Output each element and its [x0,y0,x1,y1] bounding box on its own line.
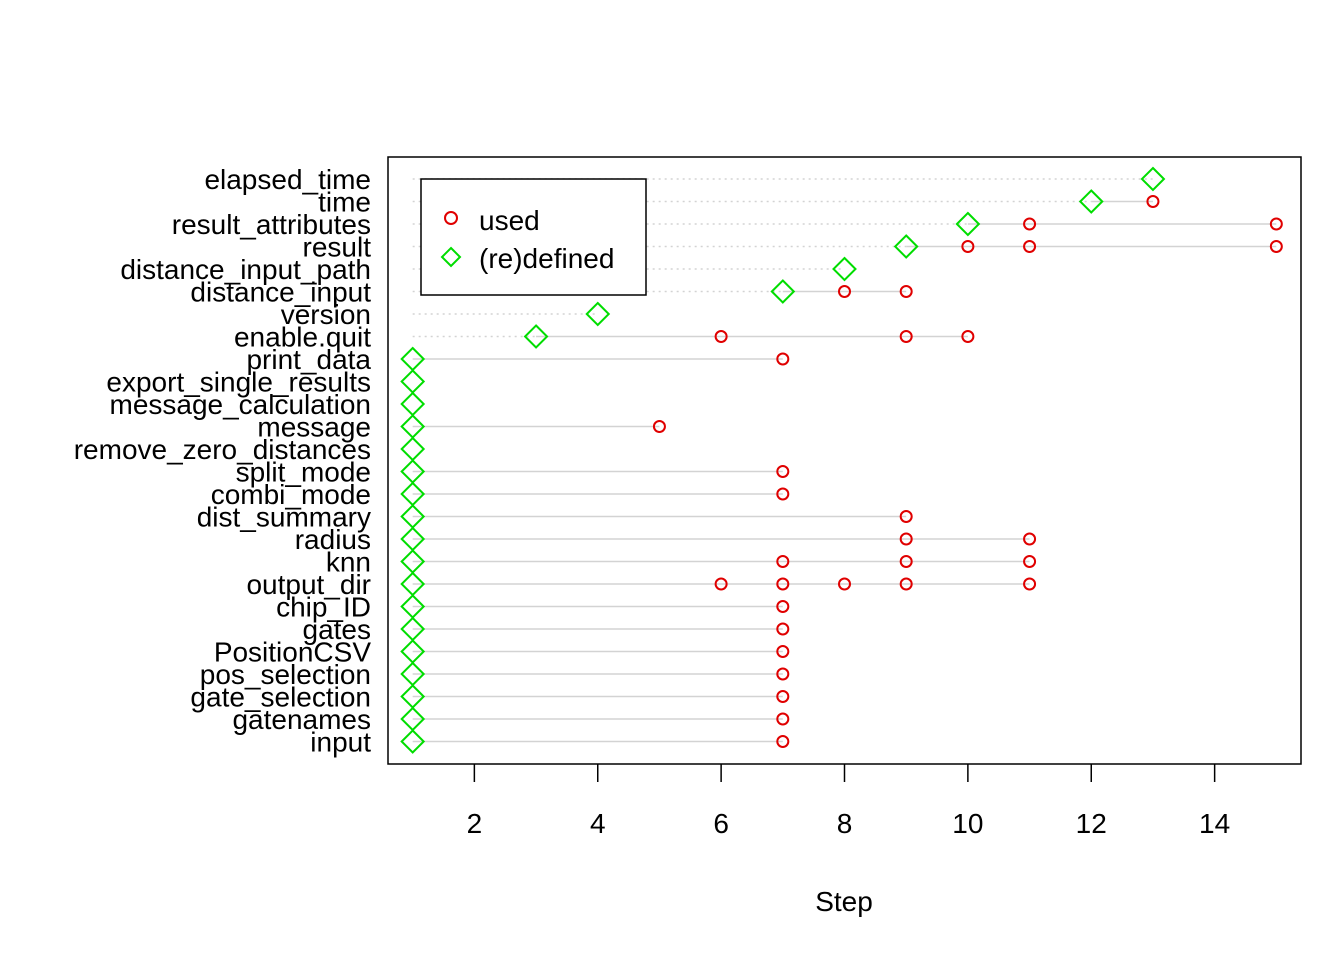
used-point [714,577,728,591]
used-point [1269,240,1283,253]
used-point [838,285,851,298]
variable-label-positioncsv: PositionCSV [214,637,372,668]
variable-label-print-data: print_data [246,344,371,375]
used-point [776,352,790,366]
variable-label-enable-quit: enable.quit [234,322,371,353]
used-point [899,510,913,523]
variable-label-dist-summary: dist_summary [197,502,371,533]
used-point [1023,577,1037,591]
defined-point [400,729,426,754]
defined-point [770,279,796,304]
used-point [961,240,975,253]
variable-label-export-single-results: export_single_results [106,367,371,398]
x-tick-label: 10 [952,808,983,839]
used-point [838,577,851,591]
variable-label-result-attributes: result_attributes [172,209,371,240]
used-point [776,577,790,591]
variable-label-split-mode: split_mode [236,457,371,488]
variable-label-message-calculation: message_calculation [110,389,372,420]
variable-label-distance-input: distance_input [190,277,371,308]
used-point [899,532,913,546]
used-point [776,487,790,501]
defined-point [1140,166,1166,192]
used-point [1023,240,1037,253]
used-point [1146,195,1160,208]
used-point [776,465,790,478]
variable-label-gate-selection: gate_selection [190,682,371,713]
variable-label-knn: knn [326,547,371,578]
variable-label-message: message [257,412,371,443]
variable-label-pos-selection: pos_selection [200,659,371,690]
variable-label-version: version [281,299,371,330]
used-point [1023,555,1037,568]
used-point [652,420,666,433]
x-tick-label: 8 [837,808,853,839]
variable-label-remove-zero-distances: remove_zero_distances [74,434,371,465]
variable-label-elapsed-time: elapsed_time [204,164,371,195]
used-point [899,330,913,343]
defined-point [585,301,611,327]
variable-label-input: input [310,727,371,758]
used-point [899,285,913,298]
legend-used-circle-icon [444,211,458,225]
used-point [776,555,790,568]
used-point [714,330,728,343]
defined-point [893,234,919,259]
variable-label-combi-mode: combi_mode [211,479,371,510]
used-point [776,690,790,703]
used-point [899,577,913,591]
used-point [776,712,790,726]
variable-label-distance-input-path: distance_input_path [120,254,371,285]
variable-label-gates: gates [303,614,372,645]
used-point [1269,217,1283,231]
defined-point [1078,189,1104,214]
x-axis-label: Step [815,886,873,917]
used-point [1023,532,1037,546]
variable-label-result: result [303,232,372,263]
x-tick-label: 14 [1199,808,1230,839]
x-tick-label: 12 [1076,808,1107,839]
defined-point [832,256,857,282]
defined-point [523,324,549,349]
legend-box [420,178,647,296]
used-point [776,667,790,681]
legend-defined-diamond-icon [440,246,462,268]
x-tick-label: 4 [590,808,606,839]
legend: used (re)defined [420,178,647,296]
x-axis: 2 4 6 8 10 12 14 [467,764,1230,839]
used-point [776,735,790,748]
x-tick-label: 2 [467,808,483,839]
variable-label-gatenames: gatenames [232,704,371,735]
variable-label-radius: radius [295,524,371,555]
used-point [1023,217,1037,231]
used-point [776,622,790,636]
variable-label-chip-id: chip_ID [276,592,371,623]
legend-defined-label: (re)defined [479,243,614,274]
variable-label-time: time [318,187,371,218]
legend-used-label: used [479,205,540,236]
marks-layer [400,166,1283,754]
x-tick-label: 6 [713,808,729,839]
used-point [961,330,975,343]
variable-label-output-dir: output_dir [246,569,371,600]
variable-labels: elapsed_timetimeresult_attributesresultd… [74,164,372,758]
used-point [899,555,913,568]
defined-point [955,211,981,237]
used-point [776,645,790,658]
used-point [776,600,790,613]
